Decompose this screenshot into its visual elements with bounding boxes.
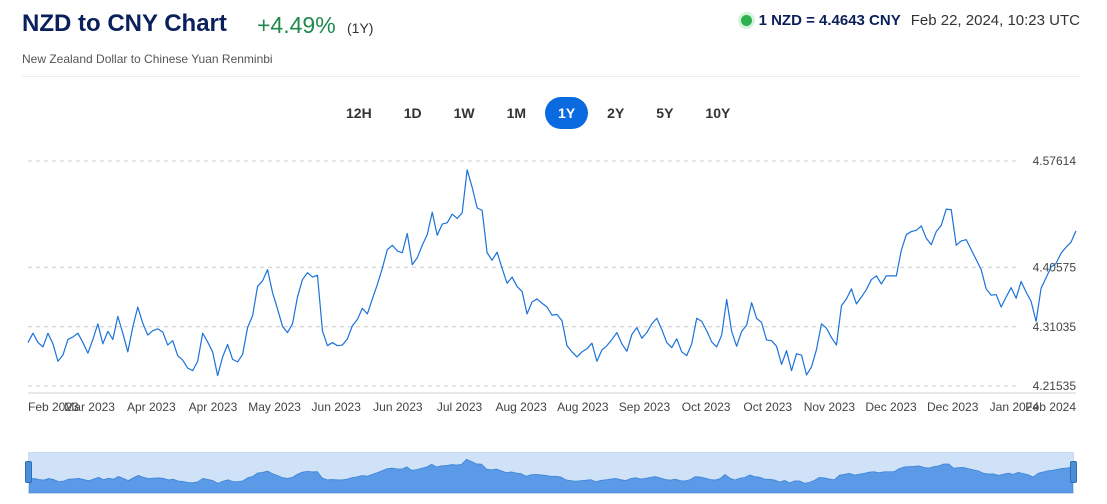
rate-value: 1 NZD = 4.4643 CNY [758, 12, 901, 29]
x-tick-label: Sep 2023 [619, 400, 671, 414]
page-title: NZD to CNY Chart [22, 10, 227, 37]
x-tick-label: Aug 2023 [557, 400, 609, 414]
x-tick-label: Nov 2023 [804, 400, 856, 414]
range-tab-1d[interactable]: 1D [403, 105, 422, 121]
range-tab-1m[interactable]: 1M [506, 105, 527, 121]
x-tick-label: Jan 2024 [990, 400, 1040, 414]
x-tick-label: Dec 2023 [927, 400, 979, 414]
range-navigator[interactable] [25, 452, 1077, 494]
range-tab-1y[interactable]: 1Y [545, 97, 589, 129]
rate-timestamp: Feb 22, 2024, 10:23 UTC [910, 12, 1080, 29]
navigator-right-handle[interactable] [1070, 461, 1077, 483]
navigator-series [28, 458, 1074, 494]
x-tick-label: Jul 2023 [437, 400, 483, 414]
range-tab-10y[interactable]: 10Y [705, 105, 731, 121]
live-status-icon [740, 15, 752, 26]
x-tick-label: Apr 2023 [127, 400, 176, 414]
x-tick-label: Jun 2023 [373, 400, 423, 414]
x-tick-label: Dec 2023 [865, 400, 917, 414]
y-tick-label: 4.21535 [1033, 379, 1077, 393]
x-tick-label: Aug 2023 [495, 400, 547, 414]
chart-header: NZD to CNY Chart +4.49% (1Y) New Zealand… [22, 8, 1080, 78]
x-tick-label: Apr 2023 [189, 400, 238, 414]
price-chart[interactable]: 4.57614 4.40575 4.31035 4.21535 Feb 2023Mar … [0, 0, 1107, 440]
live-rate: 1 NZD = 4.4643 CNY Feb 22, 2024, 10:23 U… [740, 12, 1080, 29]
x-tick-label: Oct 2023 [743, 400, 792, 414]
range-tab-5y[interactable]: 5Y [656, 105, 674, 121]
x-tick-label: Mar 2023 [64, 400, 115, 414]
change-period: (1Y) [347, 20, 374, 36]
y-tick-label: 4.31035 [1033, 320, 1077, 334]
header-divider [22, 76, 1080, 77]
change-percent: +4.49% [257, 12, 336, 38]
y-tick-label: 4.57614 [1033, 154, 1077, 168]
navigator-area [28, 458, 1074, 494]
series-line [27, 169, 1077, 377]
x-tick-label: Oct 2023 [682, 400, 731, 414]
y-tick-label: 4.40575 [1033, 260, 1077, 274]
range-tab-12h[interactable]: 12H [346, 105, 372, 121]
range-tab-1w[interactable]: 1W [453, 105, 475, 121]
x-tick-label: Feb 2024 [1025, 400, 1076, 414]
range-tab-2y[interactable]: 2Y [607, 105, 625, 121]
navigator-left-handle[interactable] [25, 461, 32, 483]
x-tick-label: Feb 2023 [28, 400, 79, 414]
x-tick-label: May 2023 [248, 400, 301, 414]
x-tick-label: Jun 2023 [312, 400, 362, 414]
page-subtitle: New Zealand Dollar to Chinese Yuan Renmi… [22, 52, 273, 66]
range-selector: 12H 1D 1W 1M 1Y 2Y 5Y 10Y [333, 97, 749, 129]
